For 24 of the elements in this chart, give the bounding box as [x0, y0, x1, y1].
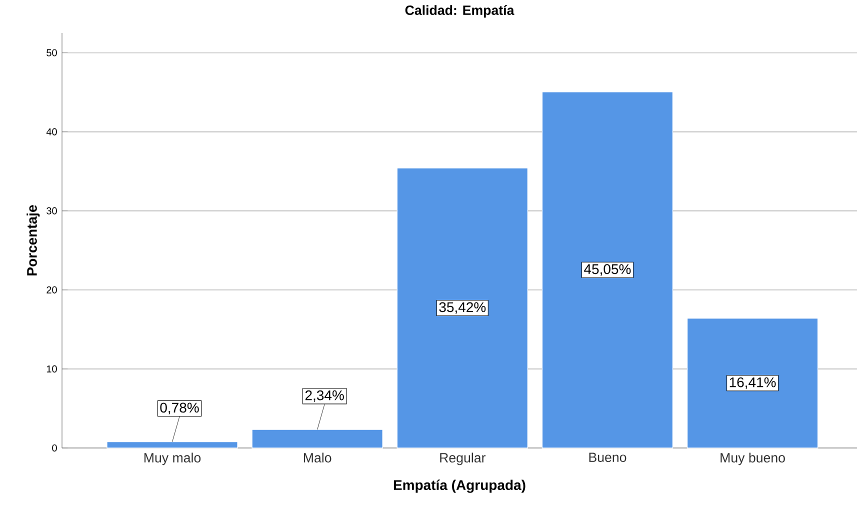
y-tick-label: 10	[46, 365, 57, 372]
x-tick-label: Bueno	[589, 452, 626, 462]
data-label: 2,34%	[305, 390, 344, 402]
y-tick-label: 50	[46, 49, 57, 56]
bar	[542, 92, 674, 448]
data-label: 45,05%	[584, 264, 631, 276]
chart-title: Calidad: Empatía	[405, 5, 514, 18]
bar	[686, 318, 818, 448]
data-label: 16,41%	[730, 377, 776, 389]
x-axis-title: Empatía (Agrupada)	[394, 480, 526, 493]
data-label: 0,78%	[160, 402, 199, 414]
y-tick-label: 30	[46, 207, 57, 214]
bar	[106, 441, 238, 448]
y-tick-label: 0	[52, 444, 57, 452]
x-tick-label: Muy bueno	[720, 452, 785, 466]
x-tick-label: Regular	[440, 452, 486, 466]
data-label: 35,42%	[439, 302, 486, 314]
bar	[252, 429, 383, 448]
bar	[396, 168, 528, 448]
x-tick-label: Muy malo	[144, 452, 201, 466]
x-tick-label: Malo	[304, 452, 332, 462]
y-tick-label: 40	[46, 128, 57, 136]
y-tick-label: 20	[46, 286, 57, 294]
y-axis-title: Porcentaje	[26, 205, 40, 276]
